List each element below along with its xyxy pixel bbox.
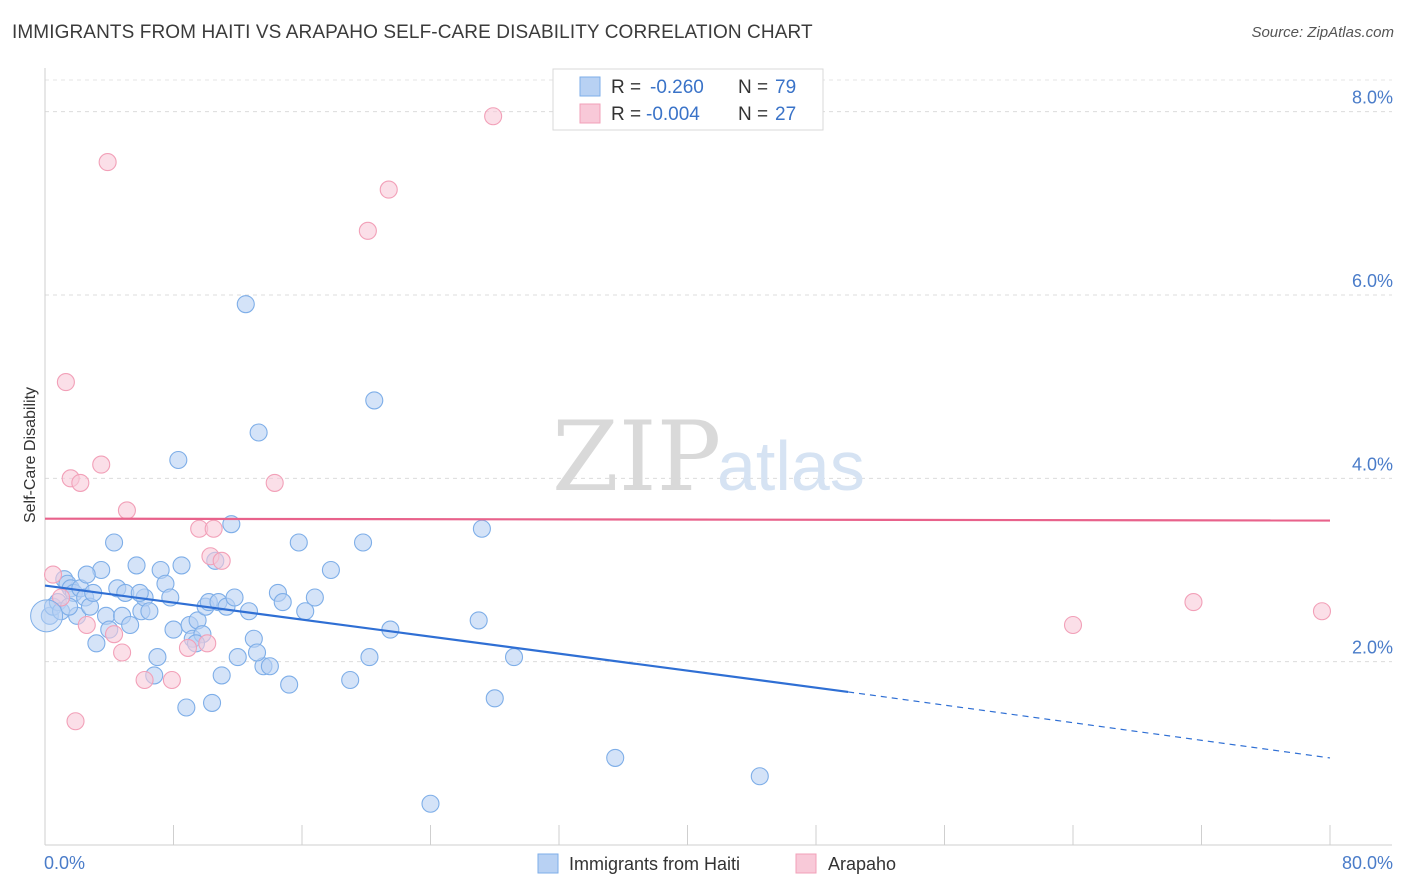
data-point-cluster <box>30 599 64 633</box>
data-point <box>1312 602 1332 621</box>
data-point <box>162 670 181 690</box>
legend-swatch-haiti <box>579 76 601 97</box>
y-tick-label: 4.0% <box>1352 454 1393 474</box>
data-point <box>135 670 154 690</box>
data-point <box>280 675 299 694</box>
data-point <box>169 450 188 470</box>
y-axis-label: Self-Care Disability <box>22 387 39 523</box>
data-point <box>421 794 440 813</box>
source-label: Source: ZipAtlas.com <box>1251 24 1394 41</box>
data-point <box>172 556 191 575</box>
data-point <box>472 519 491 538</box>
data-point <box>113 643 132 662</box>
tick-labels: 2.0% 4.0% 6.0% 8.0% 0.0% 80.0% <box>44 88 1393 873</box>
data-point <box>750 767 769 786</box>
data-point <box>52 588 71 607</box>
legend-n-label-arapaho: N = <box>738 104 768 125</box>
y-tick-label: 8.0% <box>1352 88 1393 108</box>
legend-bottom-label-arapaho: Arapaho <box>828 854 896 874</box>
y-tick-label: 2.0% <box>1352 638 1393 658</box>
gridlines <box>45 79 1392 663</box>
data-point <box>43 565 63 584</box>
data-point <box>87 634 106 653</box>
trend-lines <box>44 517 1331 759</box>
legend-n-label-haiti: N = <box>738 77 768 98</box>
legend-bottom-swatch-arapaho <box>795 853 817 874</box>
data-point <box>71 473 90 492</box>
data-point <box>260 657 279 676</box>
data-point <box>56 373 75 392</box>
data-point <box>360 648 379 667</box>
data-point <box>92 455 111 474</box>
watermark-atlas: atlas <box>717 427 865 505</box>
legend-r-value-haiti: -0.260 <box>650 77 704 98</box>
data-point <box>247 643 267 662</box>
data-point <box>606 748 625 767</box>
legend-series: Immigrants from Haiti Arapaho <box>537 853 896 874</box>
data-point <box>117 501 136 520</box>
legend-bottom-label-haiti: Immigrants from Haiti <box>569 854 740 874</box>
data-point <box>358 221 377 240</box>
y-tick-label: 6.0% <box>1352 271 1393 291</box>
data-point <box>121 615 140 635</box>
data-point <box>204 519 223 538</box>
axes <box>44 68 1392 846</box>
data-point <box>105 533 124 552</box>
data-point <box>212 666 231 685</box>
trend-line-haiti-extension <box>848 691 1331 759</box>
data-point <box>504 648 524 667</box>
series-0-points <box>40 295 769 813</box>
data-point <box>249 423 268 442</box>
data-point <box>265 473 284 492</box>
data-point <box>127 556 146 575</box>
data-point <box>98 153 117 172</box>
data-point <box>469 611 488 630</box>
legend-r-label-arapaho: R = <box>611 104 641 125</box>
data-point <box>289 533 308 552</box>
data-point <box>198 634 217 653</box>
legend-stats: R = -0.260 N = 79 R = -0.004 N = 27 <box>552 68 824 131</box>
legend-n-value-arapaho: 27 <box>775 104 796 125</box>
data-point <box>365 391 384 410</box>
data-point <box>273 593 292 612</box>
data-point <box>203 693 222 712</box>
legend-r-value-arapaho: -0.004 <box>646 104 700 125</box>
legend-swatch-arapaho <box>579 103 601 124</box>
data-point <box>379 180 398 199</box>
data-point <box>1063 615 1083 635</box>
data-point <box>140 602 159 621</box>
data-points <box>30 107 1332 813</box>
legend-bottom-swatch-haiti <box>537 853 559 874</box>
data-point <box>225 588 244 607</box>
data-point <box>305 588 324 607</box>
data-point <box>148 648 167 667</box>
legend-r-label-haiti: R = <box>611 77 641 98</box>
data-point <box>105 625 124 644</box>
trend-line-arapaho <box>44 517 1331 522</box>
data-point <box>164 620 183 639</box>
data-point <box>77 565 96 584</box>
data-point <box>177 698 196 717</box>
series-1-points <box>43 107 1332 731</box>
x-tick-label-max: 80.0% <box>1342 853 1393 873</box>
data-point <box>485 689 504 708</box>
data-point <box>77 615 96 635</box>
data-point <box>178 638 198 657</box>
watermark-zip: ZIP <box>552 401 721 513</box>
data-point <box>228 648 247 667</box>
data-point <box>236 295 255 314</box>
data-point <box>66 712 85 731</box>
data-point <box>341 670 360 690</box>
x-tick-label-min: 0.0% <box>44 853 85 873</box>
trend-line-haiti <box>44 584 849 694</box>
data-point <box>353 533 373 552</box>
chart-title: IMMIGRANTS FROM HAITI VS ARAPAHO SELF-CA… <box>12 22 813 43</box>
data-point <box>484 107 503 126</box>
data-point <box>1184 593 1203 612</box>
legend-n-value-haiti: 79 <box>775 77 796 98</box>
watermark: ZIP atlas <box>552 401 865 513</box>
data-point <box>212 551 231 570</box>
data-point <box>321 560 340 580</box>
